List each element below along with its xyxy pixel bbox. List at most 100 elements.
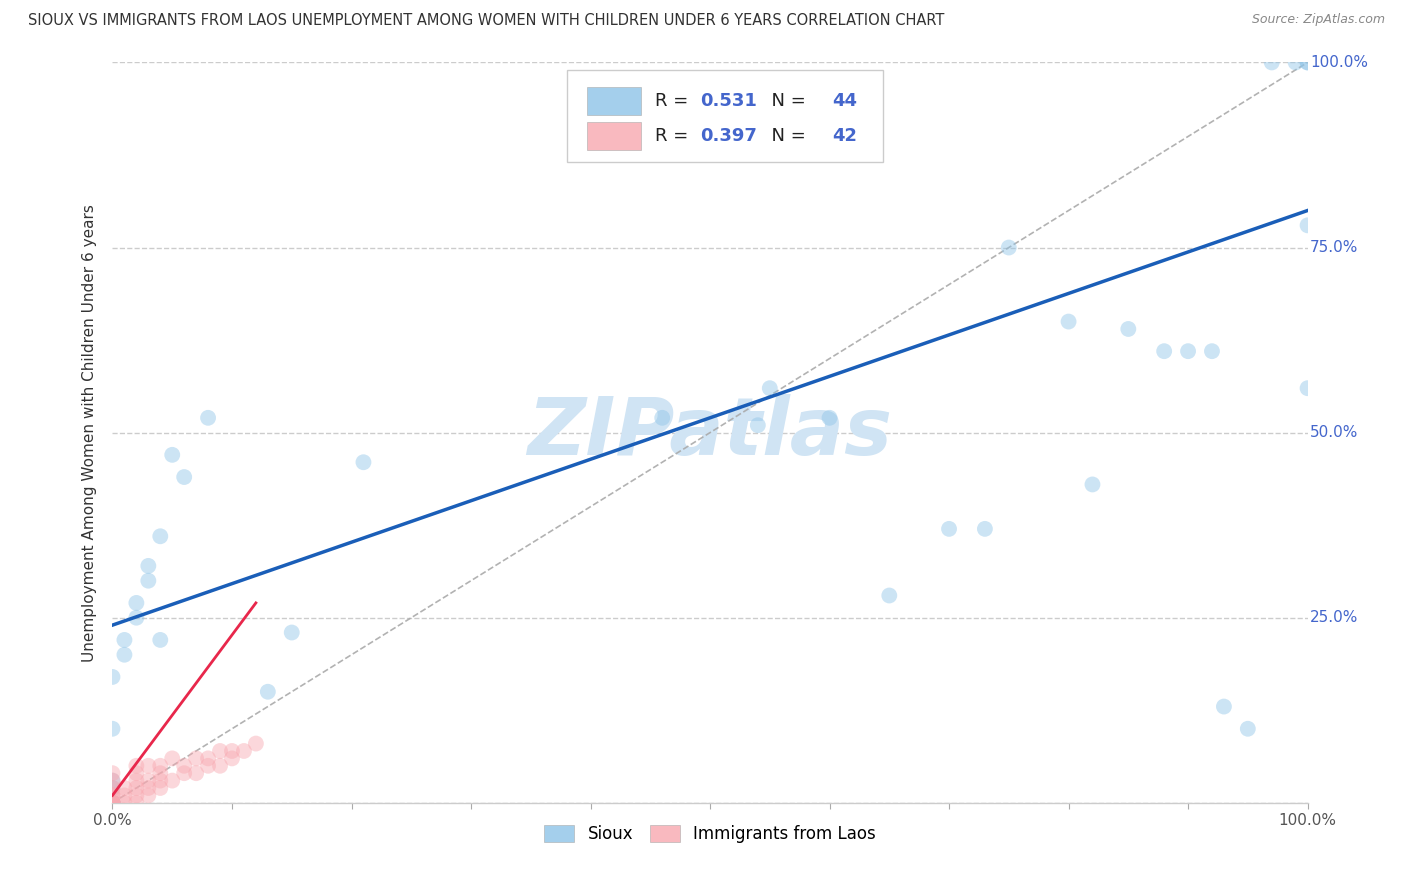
Point [149, 780, 172, 795]
Point [1081, 477, 1104, 491]
Y-axis label: Unemployment Among Women with Children Under 6 years: Unemployment Among Women with Children U… [82, 203, 97, 662]
Point [101, 796, 124, 810]
Point [162, 448, 183, 462]
Text: 25.0%: 25.0% [1310, 610, 1358, 625]
Point [149, 758, 172, 772]
Point [101, 789, 124, 803]
Point [101, 766, 124, 780]
Text: 100.0%: 100.0% [1310, 55, 1368, 70]
Point [1057, 314, 1080, 328]
Text: ZIPatlas: ZIPatlas [527, 393, 893, 472]
Point [1153, 344, 1175, 359]
Point [138, 773, 160, 788]
Point [149, 632, 172, 647]
Point [245, 737, 267, 751]
Point [101, 796, 124, 810]
Point [1296, 55, 1319, 70]
Point [101, 796, 124, 810]
Point [125, 780, 148, 795]
Point [125, 610, 148, 624]
Point [114, 796, 135, 810]
Text: R =: R = [655, 92, 695, 110]
Point [101, 780, 124, 795]
Text: 50.0%: 50.0% [1310, 425, 1358, 440]
Point [114, 648, 135, 662]
Point [938, 522, 960, 536]
Point [759, 381, 782, 395]
Point [101, 670, 124, 684]
FancyBboxPatch shape [586, 121, 641, 150]
Point [1285, 55, 1308, 70]
Point [233, 744, 256, 758]
Point [149, 529, 172, 543]
Point [114, 780, 135, 795]
Point [101, 796, 124, 810]
Point [197, 751, 219, 765]
Point [138, 758, 160, 772]
Point [1296, 219, 1319, 233]
Point [101, 796, 124, 810]
Point [138, 780, 160, 795]
Point [101, 796, 124, 810]
Text: SIOUX VS IMMIGRANTS FROM LAOS UNEMPLOYMENT AMONG WOMEN WITH CHILDREN UNDER 6 YEA: SIOUX VS IMMIGRANTS FROM LAOS UNEMPLOYME… [28, 13, 945, 29]
Text: Source: ZipAtlas.com: Source: ZipAtlas.com [1251, 13, 1385, 27]
Point [101, 773, 124, 788]
Point [125, 789, 148, 803]
Point [974, 522, 997, 536]
Point [138, 574, 160, 588]
Point [162, 751, 183, 765]
Point [114, 632, 135, 647]
Point [998, 240, 1021, 255]
Point [101, 796, 124, 810]
Point [162, 773, 183, 788]
Point [221, 751, 243, 765]
Text: 0.397: 0.397 [700, 127, 758, 145]
Point [352, 455, 374, 469]
Legend: Sioux, Immigrants from Laos: Sioux, Immigrants from Laos [537, 819, 883, 850]
Point [186, 766, 208, 780]
Point [879, 589, 901, 603]
Point [1201, 344, 1223, 359]
FancyBboxPatch shape [586, 87, 641, 115]
Point [138, 789, 160, 803]
Text: R =: R = [655, 127, 695, 145]
Point [651, 410, 673, 425]
Point [197, 758, 219, 772]
Point [138, 558, 160, 573]
Point [209, 744, 232, 758]
Point [101, 796, 124, 810]
Point [173, 758, 195, 772]
Text: 42: 42 [832, 127, 856, 145]
Point [1296, 55, 1319, 70]
Point [125, 766, 148, 780]
Point [101, 796, 124, 810]
Point [101, 773, 124, 788]
Point [101, 722, 124, 736]
Point [101, 780, 124, 795]
Point [101, 789, 124, 803]
Point [1213, 699, 1236, 714]
Point [197, 410, 219, 425]
Point [1261, 55, 1284, 70]
Text: N =: N = [761, 92, 811, 110]
Point [1237, 722, 1260, 736]
Point [257, 685, 280, 699]
Point [125, 758, 148, 772]
Text: 75.0%: 75.0% [1310, 240, 1358, 255]
Point [1118, 322, 1140, 336]
Point [209, 758, 232, 772]
FancyBboxPatch shape [567, 70, 883, 162]
Point [221, 744, 243, 758]
Point [149, 766, 172, 780]
Point [149, 773, 172, 788]
Point [818, 410, 841, 425]
Point [101, 796, 124, 810]
Point [1177, 344, 1199, 359]
Point [125, 796, 148, 810]
Text: 0.531: 0.531 [700, 92, 758, 110]
Point [114, 789, 135, 803]
Text: N =: N = [761, 127, 811, 145]
Text: 44: 44 [832, 92, 856, 110]
Point [186, 751, 208, 765]
Point [747, 418, 769, 433]
